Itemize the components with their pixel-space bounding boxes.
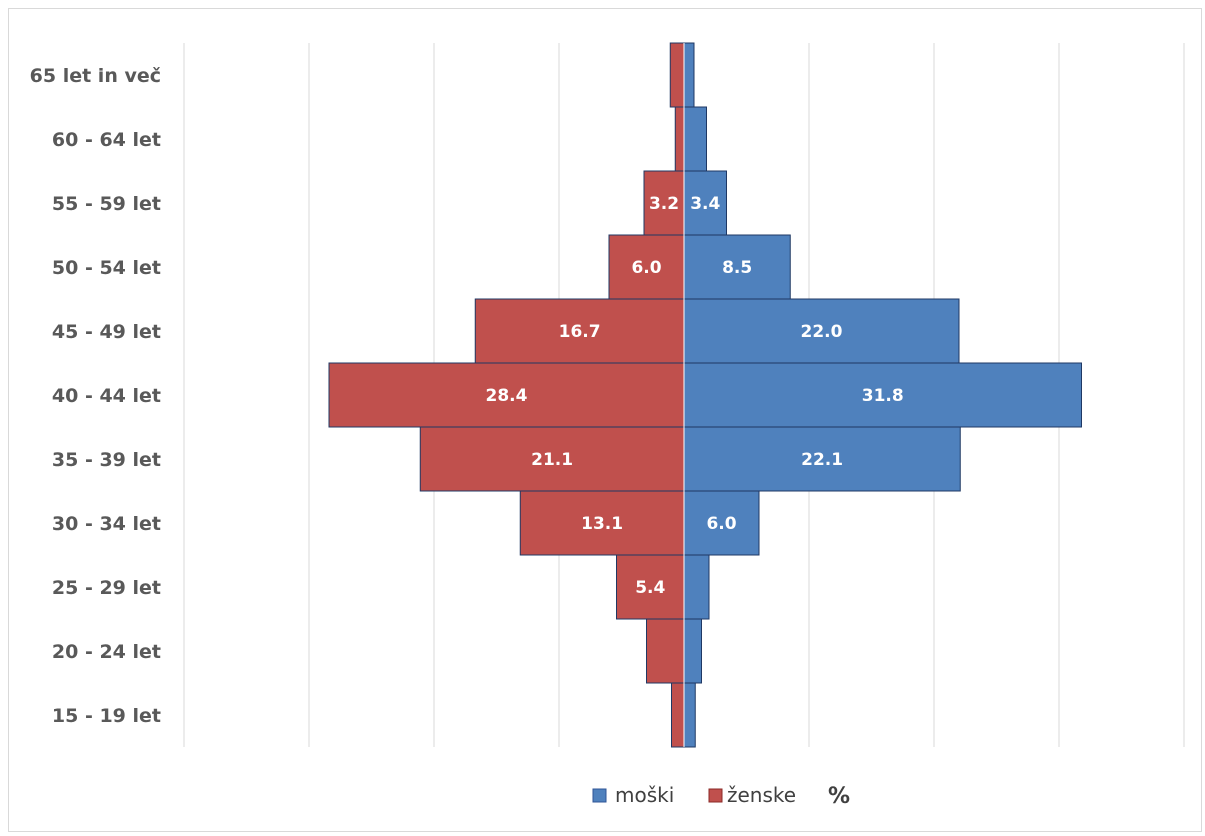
bar-male	[683, 682, 696, 748]
data-label-male: 31.8	[862, 386, 904, 406]
data-label-female: 16.7	[559, 322, 601, 342]
bar-female	[646, 618, 685, 684]
bar-male	[683, 490, 760, 556]
category-label: 40 - 44 let	[52, 385, 161, 407]
bar-female	[669, 42, 685, 108]
bar-male	[683, 618, 702, 684]
category-label: 65 let in več	[30, 65, 161, 87]
population-pyramid-chart: 65 let in več 60 - 64 let 55 - 59 let 50 - …	[30, 42, 1185, 809]
category-label: 50 - 54 let	[52, 257, 161, 279]
bar-male	[683, 106, 707, 172]
legend-label-male: moški	[615, 783, 674, 807]
category-label: 55 - 59 let	[52, 193, 161, 215]
bar-male	[683, 42, 695, 108]
bar-male	[683, 298, 960, 364]
category-label: 20 - 24 let	[52, 641, 161, 663]
data-label-female: 3.2	[649, 194, 679, 214]
data-label-female: 28.4	[486, 386, 528, 406]
bar-male	[683, 234, 791, 300]
bar-female	[671, 682, 685, 748]
chart-frame: 65 let in več 60 - 64 let 55 - 59 let 50 - …	[8, 8, 1202, 832]
legend-swatch-male	[592, 788, 607, 803]
value-labels: 3.4 3.2 8.5 6.0 22.0 16.7 31.8 28.4 22.1 21.1 6.0 1…	[486, 194, 904, 598]
data-label-female: 21.1	[531, 450, 573, 470]
data-label-male: 22.0	[801, 322, 843, 342]
bars	[328, 42, 1082, 748]
category-label: 45 - 49 let	[52, 321, 161, 343]
data-label-male: 3.4	[690, 194, 720, 214]
bar-female	[328, 362, 685, 428]
data-label-female: 5.4	[635, 578, 665, 598]
data-label-female: 13.1	[581, 514, 623, 534]
data-label-male: 8.5	[722, 258, 752, 278]
category-label: 35 - 39 let	[52, 449, 161, 471]
bar-female	[519, 490, 685, 556]
bar-female	[674, 106, 685, 172]
data-label-male: 22.1	[801, 450, 843, 470]
legend-label-female: ženske	[727, 783, 796, 807]
bar-male	[683, 426, 961, 492]
bar-female	[474, 298, 685, 364]
legend: moški ženske %	[592, 783, 850, 809]
legend-swatch-female	[708, 788, 723, 803]
unit-label: %	[828, 784, 850, 809]
category-label: 60 - 64 let	[52, 129, 161, 151]
category-label: 30 - 34 let	[52, 513, 161, 535]
category-label: 15 - 19 let	[52, 705, 161, 727]
data-label-female: 6.0	[631, 258, 661, 278]
category-labels: 65 let in več 60 - 64 let 55 - 59 let 50 - …	[30, 65, 161, 727]
category-label: 25 - 29 let	[52, 577, 161, 599]
data-label-male: 6.0	[706, 514, 736, 534]
bar-male	[683, 554, 710, 620]
bar-male	[683, 362, 1082, 428]
